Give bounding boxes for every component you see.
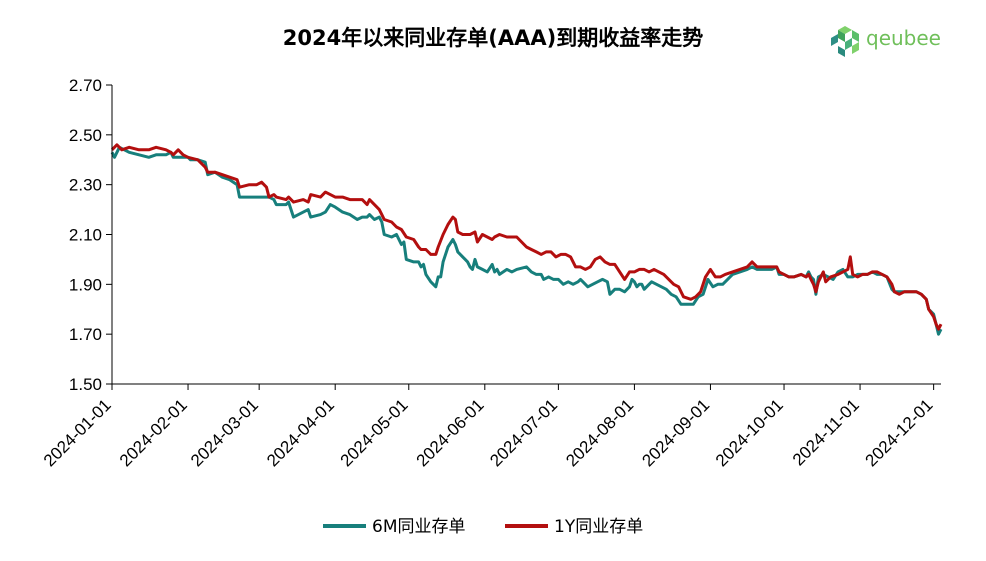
legend-label-1y: 1Y同业存单 <box>554 517 643 537</box>
chart-title: 2024年以来同业存单(AAA)到期收益率走势 <box>282 26 704 50</box>
x-tick-label: 2024-03-01 <box>187 395 262 470</box>
x-tick-label: 2024-05-01 <box>337 395 412 470</box>
x-tick-label: 2024-08-01 <box>562 395 637 470</box>
x-tick-label: 2024-07-01 <box>486 395 561 470</box>
legend: 6M同业存单 1Y同业存单 <box>323 517 643 537</box>
x-tick-label: 2024-12-01 <box>862 395 937 470</box>
y-tick-label: 1.50 <box>69 375 102 394</box>
y-tick-label: 1.70 <box>69 325 102 344</box>
x-tick-label: 2024-10-01 <box>712 395 787 470</box>
y-axis-ticks: 1.50 1.70 1.90 2.10 2.30 2.50 2.70 <box>69 76 112 394</box>
x-tick-label: 2024-02-01 <box>116 395 191 470</box>
x-tick-label: 2024-06-01 <box>413 395 488 470</box>
logo-text: qeubee <box>866 26 941 50</box>
y-tick-label: 2.30 <box>69 176 102 195</box>
series-layer <box>110 143 943 336</box>
brand-logo: qeubee <box>828 24 948 58</box>
x-tick-label: 2024-11-01 <box>789 395 863 469</box>
x-tick-label: 2024-01-01 <box>40 395 115 470</box>
legend-item-6m: 6M同业存单 <box>323 517 465 537</box>
x-tick-label: 2024-04-01 <box>263 395 338 470</box>
series-line-1y <box>110 143 943 331</box>
y-tick-label: 1.90 <box>69 275 102 294</box>
series-line-6m <box>110 145 943 336</box>
legend-item-1y: 1Y同业存单 <box>505 517 643 537</box>
y-tick-label: 2.10 <box>69 226 102 245</box>
cube-cluster-icon <box>831 26 859 57</box>
y-tick-label: 2.50 <box>69 126 102 145</box>
x-tick-label: 2024-09-01 <box>638 395 713 470</box>
y-tick-label: 2.70 <box>69 76 102 95</box>
legend-label-6m: 6M同业存单 <box>372 517 465 537</box>
